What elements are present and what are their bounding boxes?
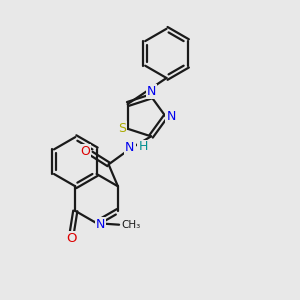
- Text: S: S: [118, 122, 126, 135]
- Text: N: N: [166, 110, 176, 123]
- Text: H: H: [138, 140, 148, 154]
- Text: O: O: [66, 232, 76, 245]
- Text: N: N: [147, 85, 156, 98]
- Text: N: N: [96, 218, 106, 231]
- Text: CH₃: CH₃: [122, 220, 141, 230]
- Text: O: O: [81, 145, 90, 158]
- Text: N: N: [125, 141, 135, 154]
